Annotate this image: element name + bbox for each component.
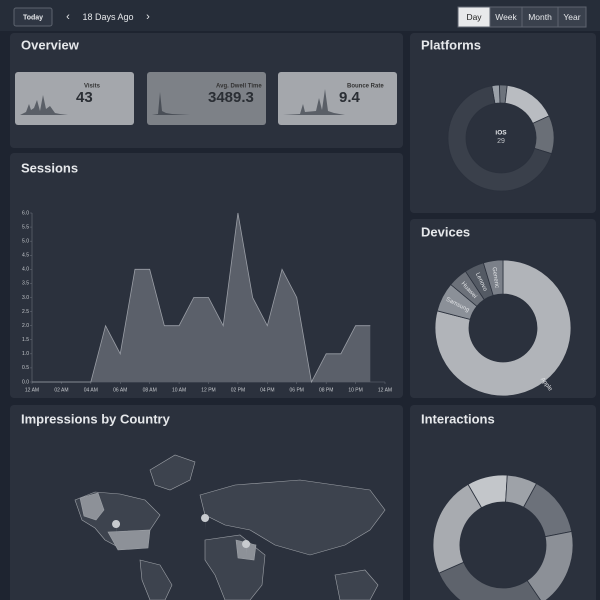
donut-segment (432, 483, 483, 574)
pin (242, 540, 251, 556)
x-tick-label: 12 AM (378, 387, 392, 393)
x-tick-label: 08 AM (143, 387, 157, 393)
platforms-panel (410, 33, 596, 213)
x-tick-label: 02 PM (231, 387, 245, 393)
pin (112, 520, 121, 536)
center-label: iOS (495, 130, 507, 137)
sparkline (20, 95, 68, 115)
y-tick-label: 6.0 (22, 210, 29, 216)
y-tick-label: 1.0 (22, 351, 29, 357)
y-tick-label: 4.0 (22, 267, 29, 273)
center-value: 29 (497, 138, 505, 145)
segment-label: Generic (491, 267, 500, 289)
x-tick-label: 04 AM (84, 387, 98, 393)
range-label: Month (528, 12, 552, 22)
donut-segment (532, 115, 555, 155)
y-tick-label: 2.5 (22, 309, 29, 315)
x-tick-label: 12 PM (201, 387, 215, 393)
range-label: Day (466, 12, 482, 22)
stat-card (15, 72, 134, 125)
next-arrow[interactable]: › (146, 11, 150, 23)
interactions-donut (432, 474, 574, 600)
pin (201, 514, 210, 530)
y-tick-label: 0.0 (22, 379, 29, 385)
south-america (139, 559, 173, 600)
x-tick-label: 04 PM (260, 387, 274, 393)
stat-value: 3489.3 (208, 89, 254, 106)
range-label: Week (495, 12, 517, 22)
sessions-chart: 0.0 0.5 1.0 1.5 2.0 2.5 3.0 3.5 4.0 4.5 5.0 5.5 6.0 1… (22, 210, 392, 393)
panel-title: Interactions (421, 411, 495, 426)
stat-label: Bounce Rate (347, 84, 384, 90)
y-tick-label: 2.0 (22, 323, 29, 329)
stat-card (147, 72, 266, 125)
alaska (79, 492, 105, 521)
stat-label: Avg. Dwell Time (216, 84, 262, 90)
stat-value: 43 (76, 89, 93, 106)
today-button[interactable] (13, 7, 53, 27)
x-tick-label: 08 PM (319, 387, 333, 393)
y-tick-label: 0.5 (22, 365, 29, 371)
eurasia (199, 479, 386, 556)
panel-title: Sessions (21, 160, 78, 175)
x-tick-label: 10 PM (348, 387, 362, 393)
world-map (74, 454, 386, 600)
x-tick-label: 10 AM (172, 387, 186, 393)
stat-value: 9.4 (339, 89, 361, 106)
y-tick-label: 3.0 (22, 295, 29, 301)
stat-card (278, 72, 397, 125)
x-tick-label: 12 AM (25, 387, 39, 393)
range-group: Day Week Month Year (457, 6, 587, 28)
area-line (32, 212, 371, 384)
today-label: Today (23, 14, 43, 21)
australia (334, 569, 379, 600)
donut-segment (482, 259, 504, 296)
panel-title: Devices (421, 224, 470, 239)
x-tick-label: 06 PM (290, 387, 304, 393)
x-tick-label: 02 AM (54, 387, 68, 393)
date-label: 18 Days Ago (82, 12, 133, 22)
panel-title: Platforms (421, 37, 481, 52)
prev-arrow[interactable]: ‹ (66, 11, 70, 23)
y-tick-label: 5.5 (22, 224, 29, 230)
y-tick-label: 1.5 (22, 337, 29, 343)
range-label: Year (563, 12, 580, 22)
greenland (149, 454, 196, 491)
stat-label: Visits (84, 84, 101, 90)
usa (107, 529, 151, 551)
y-tick-label: 5.0 (22, 238, 29, 244)
map-pins (112, 514, 251, 556)
sparkline (152, 92, 190, 115)
x-tick-label: 06 AM (113, 387, 127, 393)
donut-segment (526, 530, 574, 600)
donut-segment (447, 85, 553, 192)
y-tick-label: 3.5 (22, 281, 29, 287)
panel-title: Overview (21, 37, 80, 52)
panel-title: Impressions by Country (21, 411, 171, 426)
donut-segment (434, 259, 572, 397)
range-button[interactable] (557, 6, 587, 28)
y-tick-label: 4.5 (22, 253, 29, 259)
